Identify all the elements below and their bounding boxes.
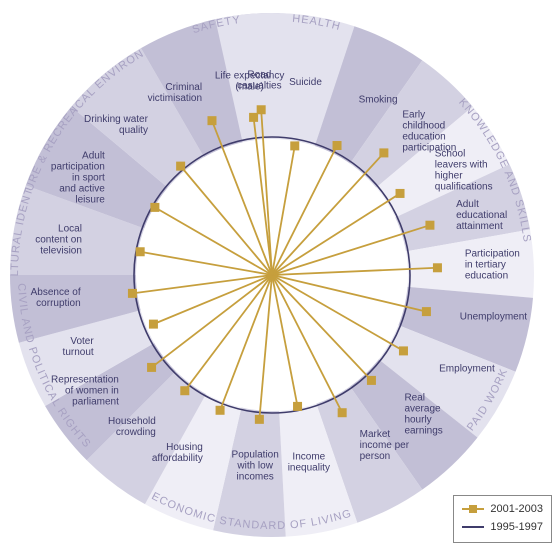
marker bbox=[150, 203, 159, 212]
legend-label-b: 1995-1997 bbox=[490, 521, 543, 533]
marker bbox=[396, 189, 405, 198]
indicator-label: Absence ofcorruption bbox=[31, 287, 81, 309]
marker bbox=[216, 406, 225, 415]
marker bbox=[333, 141, 342, 150]
indicator-label: Incomeinequality bbox=[288, 451, 330, 473]
indicator-label: Employment bbox=[439, 364, 495, 375]
legend-row-a: 2001-2003 bbox=[462, 500, 543, 518]
legend: 2001-2003 1995-1997 bbox=[453, 495, 552, 543]
marker bbox=[379, 148, 388, 157]
indicator-label: Householdcrowding bbox=[108, 416, 156, 438]
marker bbox=[367, 376, 376, 385]
marker bbox=[422, 307, 431, 316]
marker bbox=[147, 363, 156, 372]
marker bbox=[207, 116, 216, 125]
marker bbox=[128, 289, 137, 298]
marker bbox=[293, 402, 302, 411]
marker bbox=[338, 408, 347, 417]
marker bbox=[433, 263, 442, 272]
marker bbox=[399, 346, 408, 355]
marker bbox=[180, 386, 189, 395]
marker bbox=[255, 415, 264, 424]
indicator-label: Suicide bbox=[289, 77, 322, 88]
indicator-label: Smoking bbox=[359, 95, 398, 106]
legend-swatch-a bbox=[462, 503, 484, 515]
legend-swatch-b bbox=[462, 521, 484, 533]
legend-row-b: 1995-1997 bbox=[462, 518, 543, 536]
marker bbox=[176, 162, 185, 171]
indicator-label: Unemployment bbox=[460, 312, 527, 323]
marker bbox=[290, 141, 299, 150]
marker bbox=[149, 320, 158, 329]
legend-label-a: 2001-2003 bbox=[490, 503, 543, 515]
marker bbox=[257, 105, 266, 114]
indicator-label: Populationwith lowincomes bbox=[232, 449, 279, 482]
radial-chart: Life expectancy(male)SuicideSmokingEarly… bbox=[0, 0, 560, 553]
marker bbox=[136, 247, 145, 256]
marker bbox=[425, 221, 434, 230]
